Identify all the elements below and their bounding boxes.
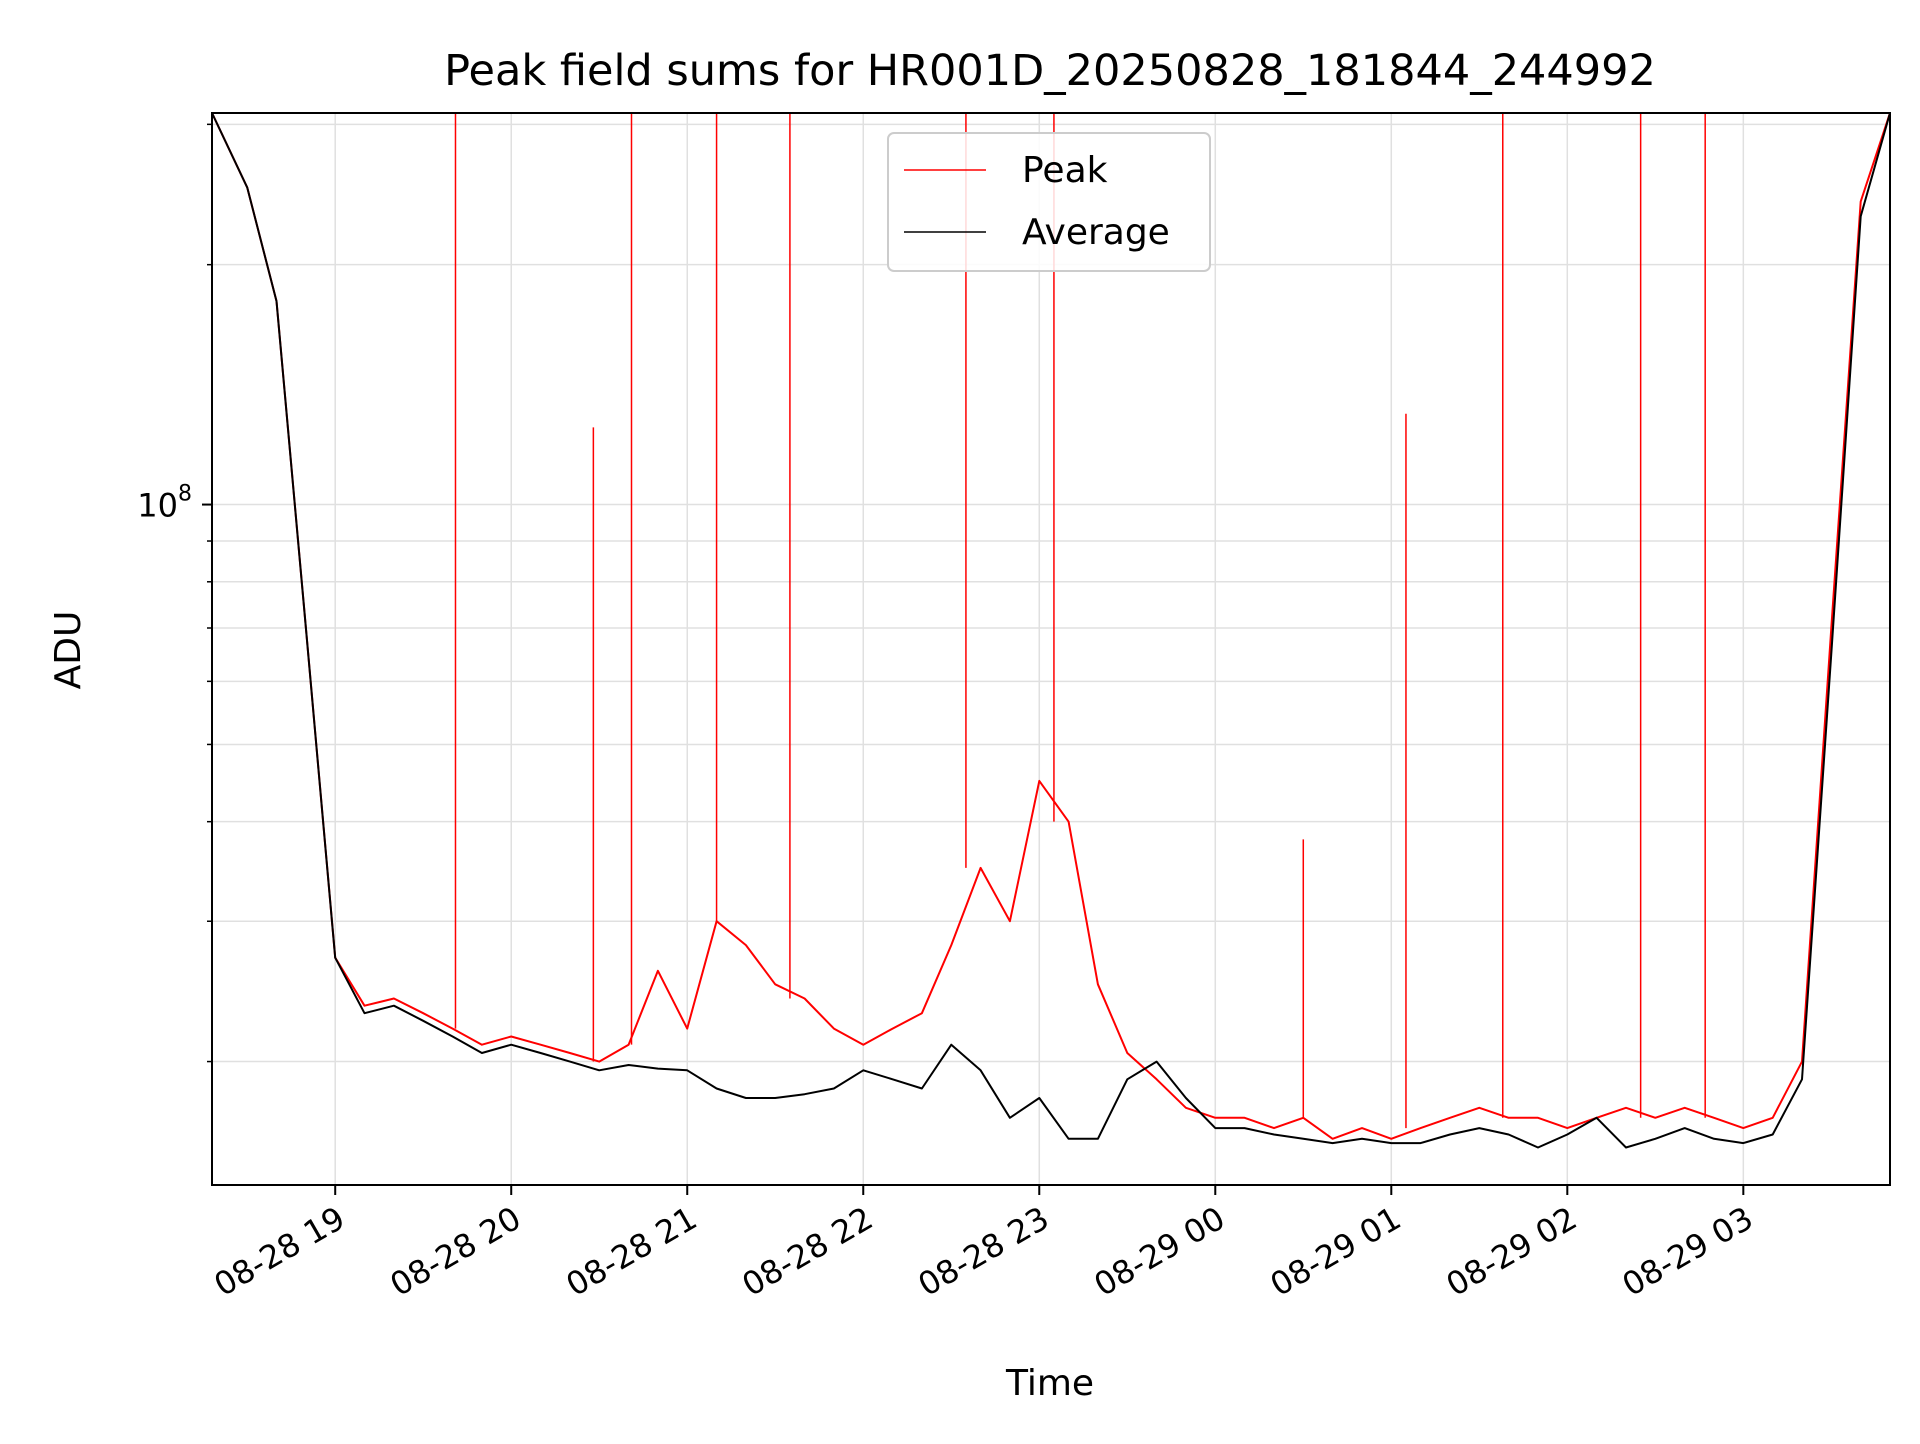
average-series-line [211, 112, 1891, 1149]
axes-frame [211, 112, 1891, 1186]
y-tick-label-base: 10 [137, 487, 178, 525]
peak-series-layer [211, 112, 1891, 1140]
legend-peak-label: Peak [1022, 150, 1108, 191]
legend-average-label: Average [1022, 212, 1170, 253]
y-tick-label-exponent: 8 [178, 482, 192, 507]
legend: Peak Average [887, 132, 1211, 272]
average-series-layer [211, 112, 1891, 1149]
chart-title: Peak field sums for HR001D_20250828_1818… [444, 46, 1656, 96]
y-axis-label: ADU [48, 611, 89, 690]
x-axis-label: Time [1005, 1363, 1094, 1404]
legend-box [887, 132, 1211, 272]
y-tick-label: 108 [137, 482, 192, 525]
y-axis-ticks: 108 [137, 123, 212, 1063]
